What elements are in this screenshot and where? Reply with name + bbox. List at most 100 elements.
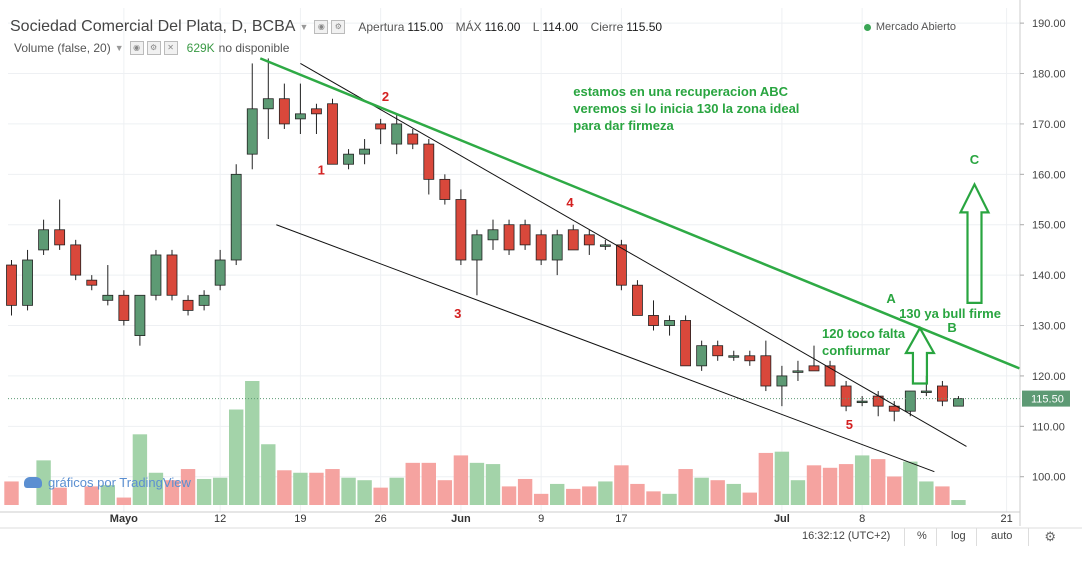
candle-body [246, 108, 258, 155]
candle-body [198, 294, 210, 306]
candle-body [519, 224, 531, 246]
volume-bar [212, 477, 228, 505]
ohlc-close-value: 115.50 [626, 20, 663, 34]
volume-bar [357, 480, 372, 505]
volume-bar [951, 500, 966, 505]
volume-bar [774, 451, 790, 505]
settings-icon[interactable]: ⚙ [331, 20, 346, 34]
percent-toggle[interactable]: % [917, 530, 927, 542]
ohlc-close-label: Cierre [590, 20, 624, 34]
volume-bar [790, 480, 806, 505]
volume-layer [4, 381, 966, 505]
candle-body [134, 294, 146, 336]
price-axis[interactable]: 100.00 110.00 120.00 130.00 140.00 150.00 160.… [1019, 0, 1070, 526]
time-axis[interactable]: Mayo 12 19 26 Jun 9 17 Jul 8 21 [0, 511, 1082, 529]
volume-bar [52, 487, 67, 505]
volume-bar [935, 486, 950, 505]
price-tick-label: 180.00 [1032, 69, 1066, 81]
eye-icon[interactable]: ◉ [129, 41, 144, 55]
auto-toggle[interactable]: auto [991, 530, 1013, 542]
eye-icon[interactable]: ◉ [314, 20, 329, 34]
candle-body [776, 375, 788, 387]
ohlc-high-value: 116.00 [484, 20, 521, 34]
candle-body [616, 244, 627, 286]
price-tick-label: 130.00 [1032, 321, 1066, 333]
price-tick-label: 160.00 [1032, 169, 1066, 181]
watermark[interactable]: gráficos por TradingView [24, 475, 191, 490]
volume-bar [710, 480, 725, 505]
annotation-note: estamos en una recuperacion ABC [573, 84, 788, 99]
ohlc-high-label: MÁX [455, 20, 482, 34]
candle-body [792, 370, 804, 373]
volume-bar [533, 493, 549, 505]
candle-body [359, 148, 371, 155]
wave-label: 4 [566, 195, 574, 210]
volume-bar [903, 461, 918, 505]
channel-line [276, 224, 935, 473]
channel-line [300, 63, 967, 447]
last-price-label: 115.50 [1031, 394, 1064, 406]
volume-bar [132, 434, 148, 505]
volume-bar [405, 462, 420, 505]
volume-bar [148, 472, 164, 505]
volume-bar [453, 455, 469, 505]
ohlc-low-value: 114.00 [542, 20, 579, 34]
log-toggle[interactable]: log [951, 530, 966, 542]
volume-bar [325, 469, 340, 505]
wave-label: 1 [318, 162, 325, 177]
volume-bar [36, 460, 51, 505]
candle-body [311, 108, 322, 115]
time-tick-label: Mayo [110, 513, 138, 525]
candle-body [599, 244, 611, 247]
candle-body [391, 123, 403, 145]
candle-body [54, 229, 66, 246]
chevron-down-icon[interactable]: ▼ [299, 22, 309, 32]
ohlc-open-label: Apertura [358, 20, 405, 34]
volume-bar [164, 480, 180, 505]
gear-icon[interactable]: ⚙ [1044, 529, 1056, 544]
candle-body [535, 234, 547, 261]
volume-bar [806, 465, 822, 505]
volume-bar [630, 483, 645, 505]
candle-body [439, 178, 451, 200]
volume-bar [261, 444, 276, 505]
volume-bar [4, 481, 19, 505]
candle-body [744, 355, 756, 362]
clock-readout: 16:32:12 (UTC+2) [802, 530, 891, 542]
volume-bar [437, 480, 453, 505]
volume-bar [373, 487, 388, 505]
settings-icon[interactable]: ⚙ [146, 41, 161, 55]
annotation-note: 130 ya bull firme [899, 306, 1001, 321]
symbol-title[interactable]: Sociedad Comercial Del Plata, D, BCBA [10, 18, 296, 35]
volume-bar [566, 488, 581, 505]
candle-body [904, 390, 916, 412]
ohlc-low-label: L [532, 20, 540, 34]
time-tick-label: Jul [774, 513, 790, 525]
candle-body [22, 259, 33, 306]
candle-body [728, 355, 740, 358]
time-tick-label: 8 [859, 513, 865, 525]
close-icon[interactable]: ✕ [163, 41, 178, 55]
volume-indicator-label[interactable]: Volume (false, 20) [14, 41, 111, 55]
volume-bar [694, 477, 709, 505]
candle-body [648, 315, 659, 326]
watermark-text: gráficos por TradingView [48, 475, 191, 490]
chevron-down-icon[interactable]: ▼ [114, 43, 124, 53]
volume-bar [485, 464, 501, 505]
volume-bar [293, 472, 308, 505]
time-tick-label: 12 [214, 513, 226, 525]
divider [1028, 528, 1029, 546]
candle-body [70, 244, 82, 276]
market-status: Mercado Abierto [863, 21, 956, 33]
price-tick-label: 190.00 [1032, 18, 1066, 30]
volume-bar [662, 493, 677, 505]
volume-value: 629K [186, 41, 215, 55]
candle-body [118, 294, 130, 321]
candle-body [680, 320, 691, 367]
volume-bar [887, 476, 902, 505]
candle-body [712, 345, 724, 357]
volume-bar [550, 483, 565, 505]
cloud-icon [24, 477, 42, 488]
candle-body [888, 405, 900, 412]
